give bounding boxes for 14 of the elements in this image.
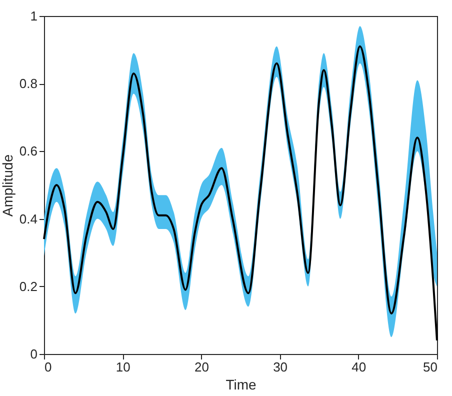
y-tick-label: 0 — [30, 346, 38, 362]
x-tick-label: 30 — [273, 360, 288, 374]
y-axis-title: Amplitude — [0, 154, 16, 217]
x-tick-label: 40 — [352, 360, 366, 374]
x-tick-label: 20 — [194, 360, 209, 374]
x-axis-title: Time — [226, 376, 257, 392]
y-tick-label: 0.6 — [19, 144, 38, 159]
y-tick-label: 1 — [30, 8, 38, 24]
y-tick-label: 0.4 — [19, 211, 38, 226]
x-tick-label: 10 — [116, 360, 130, 374]
x-tick-label: 50 — [423, 360, 438, 374]
y-tick-label: 0.8 — [19, 76, 38, 92]
x-tick-label: 0 — [44, 360, 52, 374]
y-tick-label: 0.2 — [19, 278, 38, 294]
